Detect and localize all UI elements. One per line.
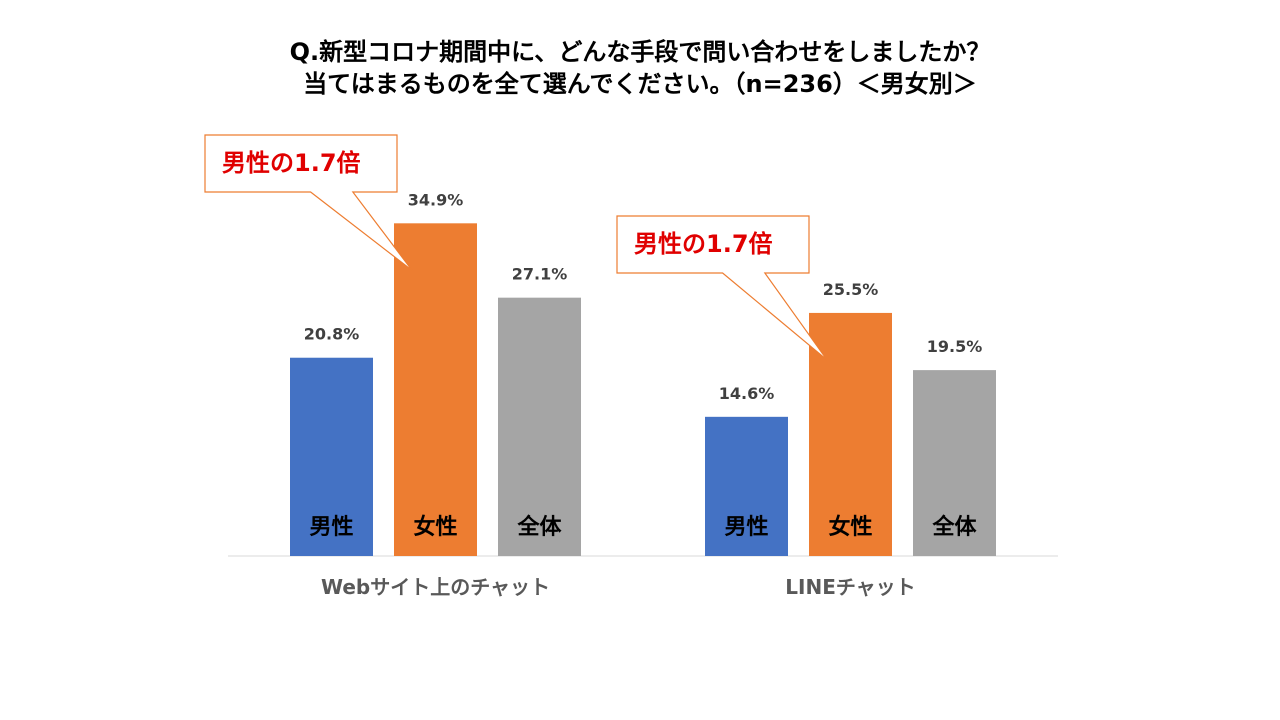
callout-box — [616, 215, 828, 361]
callout-text: 男性の1.7倍 — [634, 230, 773, 258]
bar-2-3 — [913, 370, 996, 556]
bar-1-1 — [290, 357, 373, 556]
data-label: 14.6% — [719, 384, 775, 403]
in-bar-series-label: 全体 — [516, 514, 562, 540]
bar-1-2 — [394, 223, 477, 556]
category-tick-label: Webサイト上のチャット — [321, 575, 550, 599]
bar-2-1 — [705, 416, 788, 556]
bar-1-3 — [498, 297, 581, 556]
data-label: 20.8% — [304, 325, 360, 344]
chart-title: Q.新型コロナ期間中に、どんな手段で問い合わせをしましたか？ 当てはまるものを全… — [0, 36, 1280, 100]
chart-title-line-1: Q.新型コロナ期間中に、どんな手段で問い合わせをしましたか？ — [289, 38, 991, 66]
category-tick-label: LINEチャット — [785, 575, 915, 599]
data-label: 34.9% — [408, 190, 464, 209]
callout-text: 男性の1.7倍 — [222, 149, 361, 177]
data-label: 25.5% — [823, 280, 879, 299]
in-bar-series-label: 女性 — [828, 514, 872, 540]
chart-title-line-2: 当てはまるものを全て選んでください。（n=236）＜男女別＞ — [303, 70, 977, 98]
callout-box — [204, 134, 413, 271]
in-bar-series-label: 全体 — [931, 514, 977, 540]
in-bar-series-label: 男性 — [724, 515, 768, 540]
in-bar-series-label: 男性 — [309, 515, 353, 540]
data-label: 19.5% — [927, 337, 983, 356]
in-bar-series-label: 女性 — [413, 514, 457, 540]
data-label: 27.1% — [512, 265, 568, 284]
